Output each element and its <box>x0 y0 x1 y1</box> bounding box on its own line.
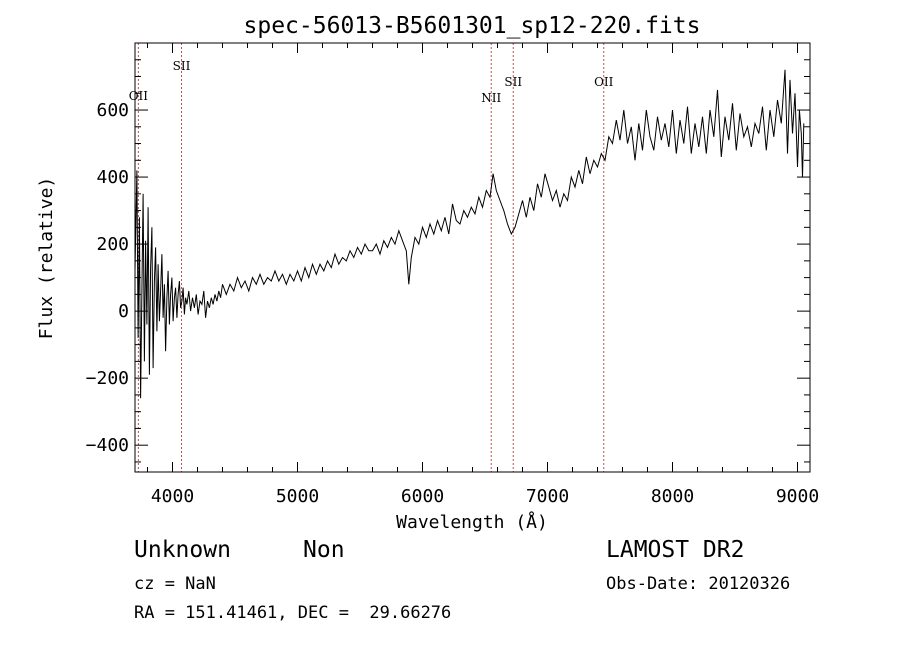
x-tick-label: 6000 <box>401 486 444 507</box>
y-tick-label: 200 <box>96 234 129 255</box>
x-tick-label: 4000 <box>151 486 194 507</box>
emission-line-label: SII <box>173 59 191 73</box>
radec-value: RA = 151.41461, DEC = 29.66276 <box>134 603 452 623</box>
emission-line-label: OII <box>129 89 149 103</box>
emission-line-label: NII <box>481 91 501 105</box>
y-tick-label: 600 <box>96 100 129 121</box>
x-tick-label: 5000 <box>276 486 319 507</box>
x-axis-label: Wavelength (Å) <box>396 511 548 533</box>
chart-title: spec-56013-B5601301_sp12-220.fits <box>244 13 701 39</box>
y-tick-label: 400 <box>96 167 129 188</box>
axis-ticks: 4000 5000 6000 7000 8000 9000 −400 −200 0 200 400 6… <box>86 43 819 507</box>
plot-frame <box>134 42 811 473</box>
cz-value: cz = NaN <box>134 574 216 594</box>
x-tick-label: 8000 <box>651 486 694 507</box>
y-tick-label: 0 <box>118 301 129 322</box>
class-label: Unknown <box>134 537 231 563</box>
y-axis-label: Flux (relative) <box>36 177 57 340</box>
x-tick-label: 7000 <box>526 486 569 507</box>
survey-label: LAMOST DR2 <box>606 537 745 563</box>
x-tick-label: 9000 <box>776 486 819 507</box>
emission-line-label: SII <box>504 75 522 89</box>
emission-line-label: OII <box>594 75 614 89</box>
subclass-label: Non <box>303 537 345 563</box>
y-tick-label: −400 <box>86 435 129 456</box>
y-tick-label: −200 <box>86 368 129 389</box>
obs-date: Obs-Date: 20120326 <box>606 574 791 594</box>
flux-series-line <box>134 69 805 399</box>
